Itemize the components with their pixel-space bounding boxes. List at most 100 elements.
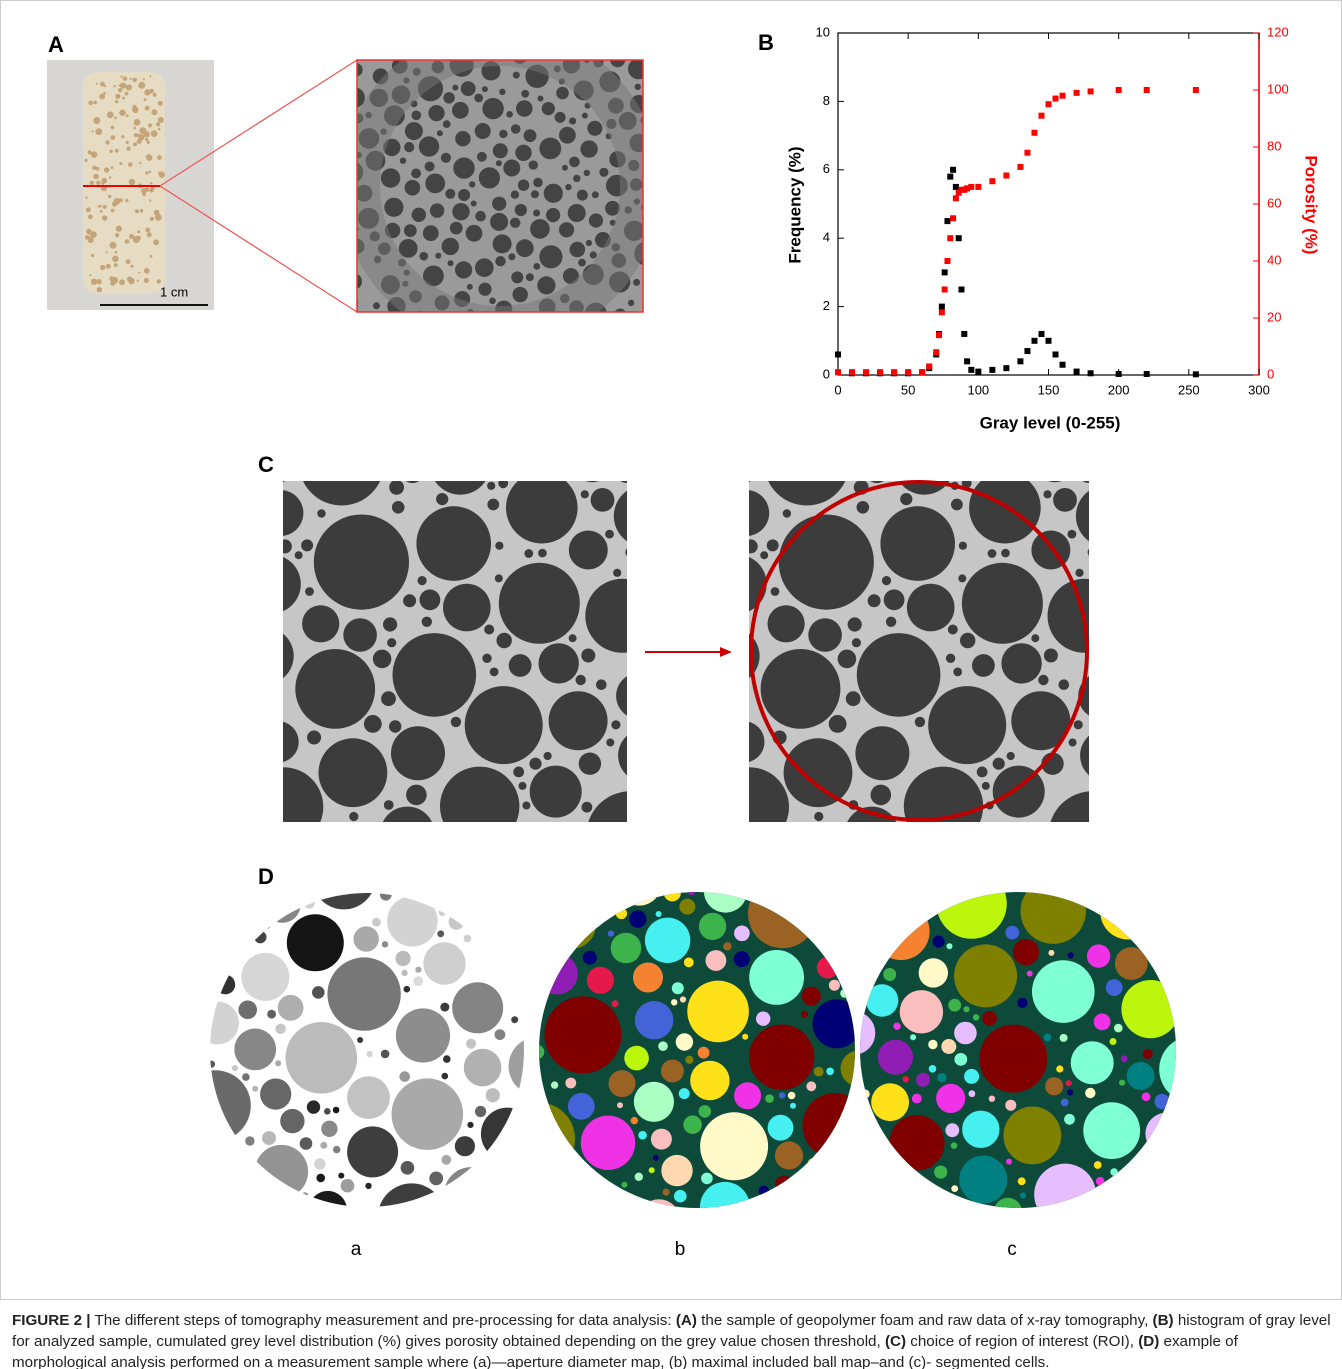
point — [975, 369, 981, 375]
pore — [635, 84, 641, 90]
pore — [196, 1002, 239, 1045]
pore — [590, 251, 597, 258]
pore — [1032, 960, 1095, 1023]
pore — [321, 1121, 337, 1137]
pore — [1060, 1034, 1068, 1042]
pore — [482, 86, 488, 92]
pore — [132, 78, 137, 83]
y-axis-label: Frequency (%) — [785, 146, 804, 263]
pore — [684, 958, 694, 968]
pore — [1067, 1089, 1073, 1095]
pore — [373, 302, 380, 309]
pore — [1001, 549, 1010, 558]
pore — [857, 633, 941, 717]
pore — [144, 268, 150, 274]
point — [942, 287, 948, 293]
pore — [795, 1175, 801, 1181]
pore — [1059, 679, 1070, 690]
pore — [559, 222, 574, 237]
pore — [442, 1073, 449, 1080]
pore — [487, 1164, 494, 1171]
pore — [119, 110, 125, 116]
pore — [963, 1006, 969, 1012]
pore — [578, 259, 586, 267]
pore — [260, 1079, 291, 1110]
plot-frame — [838, 33, 1259, 375]
pore — [650, 152, 675, 177]
pore — [423, 942, 465, 984]
pore — [150, 255, 153, 258]
pore — [331, 124, 354, 147]
pore — [111, 166, 114, 169]
pore — [621, 1182, 627, 1188]
pore — [389, 480, 404, 495]
pore — [586, 240, 592, 246]
point — [933, 349, 939, 355]
pore — [126, 84, 132, 90]
pore — [119, 279, 125, 285]
pore — [84, 159, 87, 162]
pore — [145, 106, 150, 111]
pore — [510, 218, 520, 228]
pore — [880, 506, 955, 581]
y2-tick-label: 80 — [1267, 138, 1281, 153]
pore — [1020, 1192, 1026, 1198]
y-tick-label: 4 — [823, 230, 830, 245]
point — [964, 358, 970, 364]
pore — [583, 951, 597, 965]
pore — [158, 117, 164, 123]
pore — [388, 322, 402, 336]
panel-label: A — [48, 32, 64, 57]
pore — [322, 824, 359, 861]
pore — [871, 1083, 909, 1121]
panel-label: D — [258, 864, 274, 889]
pore — [1114, 1024, 1123, 1033]
pore — [153, 239, 159, 245]
point — [1074, 90, 1080, 96]
pore — [458, 189, 470, 201]
pore — [845, 1162, 854, 1171]
pore — [145, 138, 148, 141]
pore — [208, 1061, 215, 1068]
pore — [499, 1170, 507, 1178]
pore — [928, 686, 1006, 764]
pore — [975, 833, 988, 846]
pore — [430, 434, 490, 494]
pore — [584, 170, 590, 176]
pore — [452, 982, 503, 1033]
pore — [1088, 547, 1099, 558]
pore — [465, 686, 543, 764]
pore — [238, 1001, 257, 1020]
pore — [680, 996, 686, 1002]
pore — [529, 38, 547, 56]
pore — [916, 1073, 930, 1087]
pore — [125, 199, 128, 202]
pore — [710, 767, 789, 846]
pore — [506, 111, 513, 118]
pore — [380, 889, 392, 901]
pore — [290, 875, 297, 882]
pore — [1038, 675, 1048, 685]
pore — [1076, 485, 1138, 547]
pore — [123, 77, 127, 81]
pore — [802, 1093, 867, 1158]
pore — [451, 717, 461, 727]
pore — [151, 109, 157, 115]
pore — [405, 122, 423, 140]
pore — [679, 1088, 690, 1099]
pore — [267, 1010, 276, 1019]
pore — [417, 874, 439, 896]
pore — [820, 915, 826, 921]
pore — [314, 1158, 325, 1169]
pore — [475, 258, 494, 277]
pore — [1044, 1033, 1052, 1041]
pore — [582, 802, 593, 813]
pore — [650, 121, 671, 142]
pore — [783, 1184, 856, 1257]
pore — [143, 78, 145, 80]
caption-text: the sample of geopolymer foam and raw da… — [697, 1312, 1153, 1329]
pore — [824, 861, 878, 915]
pore — [568, 1167, 575, 1174]
scale-bar-label: 1 cm — [160, 284, 188, 299]
pore — [616, 908, 627, 919]
